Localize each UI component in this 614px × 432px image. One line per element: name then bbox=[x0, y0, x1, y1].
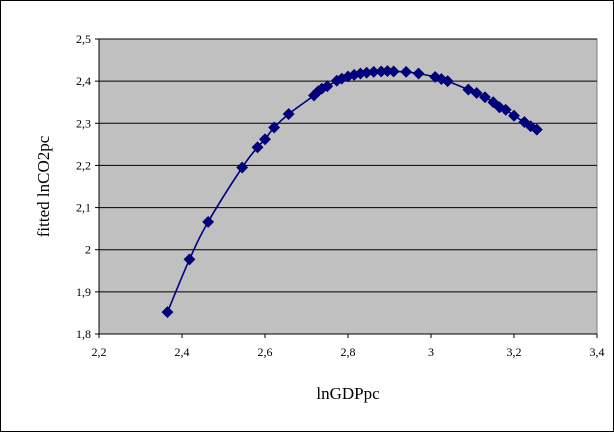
data-point-marker bbox=[530, 123, 543, 136]
data-point-marker bbox=[462, 83, 475, 96]
y-tick-label: 1,8 bbox=[76, 327, 91, 341]
data-points bbox=[161, 65, 543, 319]
axes bbox=[95, 38, 598, 338]
x-axis-label: lnGDPpc bbox=[316, 384, 380, 403]
data-point-marker bbox=[321, 80, 334, 93]
tick-labels: 1,8 1,9 2 2,1 2,2 2,3 2,4 2,5 2,2 2,4 2,6 2,8 3 3,2 3,… bbox=[76, 32, 605, 359]
data-point-marker bbox=[236, 161, 249, 174]
data-point-marker bbox=[470, 87, 483, 99]
data-point-marker bbox=[412, 67, 425, 80]
data-point-marker bbox=[499, 103, 512, 116]
data-point-marker bbox=[387, 65, 400, 78]
x-tick-label: 3 bbox=[428, 345, 434, 359]
data-point-marker bbox=[400, 65, 413, 78]
y-tick-label: 2,2 bbox=[76, 158, 91, 172]
x-tick-label: 2,8 bbox=[341, 345, 356, 359]
y-tick-label: 2,3 bbox=[76, 116, 91, 130]
data-point-marker bbox=[259, 133, 271, 146]
y-tick-label: 2,5 bbox=[76, 32, 91, 46]
y-axis-label: fitted lnCO2pc bbox=[34, 135, 53, 237]
data-point-marker bbox=[161, 306, 174, 319]
data-point-marker bbox=[202, 215, 215, 228]
data-point-marker bbox=[251, 141, 264, 154]
x-tick-label: 3,4 bbox=[590, 345, 605, 359]
x-tick-label: 2,6 bbox=[258, 345, 273, 359]
y-tick-label: 2,4 bbox=[76, 74, 91, 88]
x-tick-label: 2,4 bbox=[175, 345, 190, 359]
data-point-marker bbox=[508, 109, 520, 122]
data-point-marker bbox=[479, 91, 491, 104]
y-tick-label: 2,1 bbox=[76, 201, 91, 215]
data-point-marker bbox=[282, 108, 295, 120]
data-point-marker bbox=[441, 75, 454, 88]
y-tick-label: 2 bbox=[85, 243, 91, 257]
x-tick-label: 2,2 bbox=[92, 345, 107, 359]
data-point-marker bbox=[268, 121, 281, 134]
y-tick-label: 1,9 bbox=[76, 285, 91, 299]
plot-area bbox=[98, 38, 598, 335]
data-point-marker bbox=[183, 253, 196, 266]
x-tick-label: 3,2 bbox=[507, 345, 522, 359]
